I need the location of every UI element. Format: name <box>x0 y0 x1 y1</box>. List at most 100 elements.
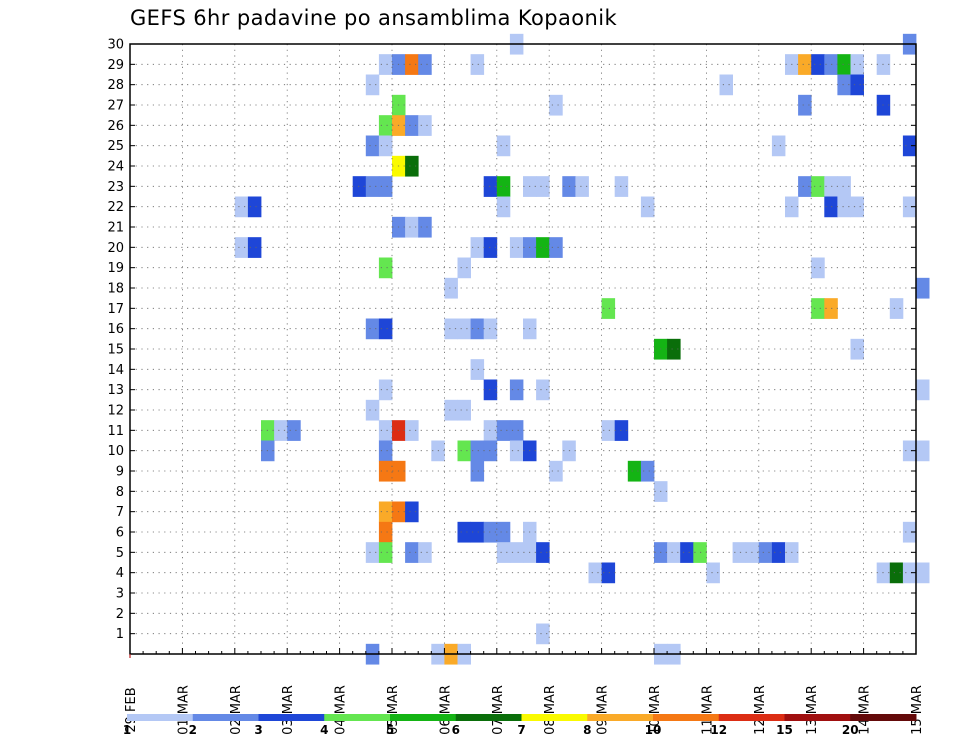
heatmap-cell <box>536 379 550 401</box>
heatmap-cell <box>916 440 930 462</box>
heatmap-cell <box>549 94 563 116</box>
heatmap-cell <box>496 542 511 563</box>
legend-label: 12 <box>710 723 727 737</box>
heatmap-cell <box>287 420 301 441</box>
heatmap-cell <box>509 237 524 258</box>
x-tick-label: 02 MAR <box>229 685 244 735</box>
heatmap-cell <box>470 318 485 340</box>
heatmap-cell <box>850 54 864 75</box>
heatmap-cell <box>640 460 655 482</box>
y-tick-label: 16 <box>107 322 124 337</box>
legend-label: 15 <box>776 723 793 737</box>
heatmap-cell <box>378 379 393 401</box>
legend-swatch <box>324 714 391 721</box>
y-tick-label: 11 <box>107 424 124 439</box>
heatmap-cell <box>732 542 747 563</box>
y-tick-label: 20 <box>107 241 124 256</box>
heatmap-cell <box>365 135 380 157</box>
heatmap-cell <box>509 420 524 441</box>
x-tick-label: 08 MAR <box>543 685 558 735</box>
legend-swatch <box>127 714 194 721</box>
legend-label: 7 <box>517 723 525 737</box>
heatmap-cell <box>418 115 432 136</box>
heatmap-cell <box>365 542 380 563</box>
heatmap-cell <box>588 562 602 584</box>
heatmap-cell <box>798 54 812 75</box>
heatmap-cell <box>444 399 458 421</box>
heatmap-cell <box>405 216 419 238</box>
x-tick-label: 06 MAR <box>438 685 453 735</box>
y-tick-label: 29 <box>107 58 124 73</box>
heatmap-cell <box>640 196 655 218</box>
heatmap-cell <box>798 94 812 116</box>
y-tick-label: 27 <box>107 99 124 114</box>
heatmap-cell <box>274 420 288 441</box>
heatmap-cell <box>483 318 498 340</box>
heatmap-cell <box>536 542 550 563</box>
x-tick-label: 29 FEB <box>124 687 139 732</box>
heatmap-cell <box>418 54 432 75</box>
legend-swatch <box>718 714 785 721</box>
heatmap-cell <box>496 420 511 441</box>
heatmap-cell <box>405 115 419 136</box>
heatmap-cell <box>234 196 249 218</box>
legend-swatch <box>653 714 720 721</box>
legend-swatch <box>850 714 917 721</box>
heatmap-cell <box>457 521 471 543</box>
heatmap-cell <box>470 237 485 258</box>
heatmap-cell <box>837 176 851 197</box>
heatmap-cell <box>365 399 380 421</box>
heatmap-cell <box>247 196 262 218</box>
heatmap-cell <box>457 318 471 340</box>
heatmap-cell <box>470 460 485 482</box>
heatmap-cell <box>798 176 812 197</box>
heatmap-cell <box>365 318 380 340</box>
legend-swatch <box>455 714 522 721</box>
heatmap-cell <box>549 460 563 482</box>
heatmap-cell <box>405 501 419 523</box>
legend-label: 1 <box>123 723 131 737</box>
heatmap-cell <box>536 176 550 197</box>
legend-swatch <box>192 714 259 721</box>
heatmap-cell <box>706 562 720 584</box>
x-tick-label: 04 MAR <box>334 685 349 735</box>
legend-label: 2 <box>189 723 197 737</box>
heatmap-cell <box>916 277 930 299</box>
y-tick-label: 10 <box>107 444 124 459</box>
y-tick-label: 4 <box>116 566 124 581</box>
y-tick-label: 30 <box>107 38 124 53</box>
legend-label: 20 <box>842 723 859 737</box>
y-tick-label: 23 <box>107 180 124 195</box>
y-tick-label: 2 <box>116 607 124 622</box>
heatmap-cell <box>850 196 864 218</box>
x-tick-label: 07 MAR <box>491 685 506 735</box>
heatmap-cell <box>470 521 485 543</box>
heatmap-cell <box>378 440 393 462</box>
heatmap-cell <box>719 74 733 96</box>
heatmap-cell <box>483 237 498 258</box>
x-tick-label: 14 MAR <box>858 685 873 735</box>
heatmap-cell <box>378 318 393 340</box>
legend-label: 6 <box>452 723 460 737</box>
heatmap-cell <box>902 135 917 157</box>
legend-swatch <box>784 714 851 721</box>
heatmap-cell <box>483 440 498 462</box>
y-tick-label: 9 <box>116 465 124 480</box>
x-axis: 29 FEB 01 MAR 02 MAR 03 MAR 04 MAR 05 MAR 06 M… <box>124 648 925 735</box>
heatmap-cell <box>667 338 681 360</box>
heatmap-cell <box>758 542 773 563</box>
heatmap-cell <box>811 298 825 319</box>
legend-swatch <box>587 714 654 721</box>
heatmap-cell <box>811 54 825 75</box>
x-tick-label: 03 MAR <box>281 685 296 735</box>
heatmap-cell <box>824 54 838 75</box>
x-tick-label: 15 MAR <box>910 685 925 735</box>
heatmap-cell <box>916 562 930 584</box>
heatmap-cell <box>614 176 629 197</box>
y-tick-label: 26 <box>107 119 124 134</box>
x-tick-label: 11 MAR <box>700 685 715 735</box>
legend-label: 5 <box>386 723 394 737</box>
heatmap-cell <box>667 542 681 563</box>
heatmap-cell <box>627 460 642 482</box>
heatmap-cell <box>378 176 393 197</box>
